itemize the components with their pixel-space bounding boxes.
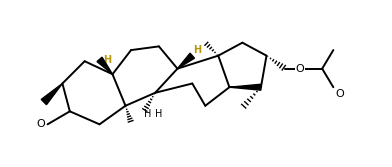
Polygon shape	[178, 53, 194, 69]
Text: O: O	[335, 89, 344, 99]
Polygon shape	[97, 57, 113, 74]
Text: O: O	[296, 64, 304, 74]
Text: O: O	[36, 119, 45, 129]
Text: H: H	[155, 110, 163, 119]
Polygon shape	[229, 84, 261, 90]
Polygon shape	[41, 84, 62, 105]
Text: H: H	[193, 45, 201, 55]
Text: H: H	[103, 55, 111, 65]
Text: H: H	[144, 110, 151, 119]
